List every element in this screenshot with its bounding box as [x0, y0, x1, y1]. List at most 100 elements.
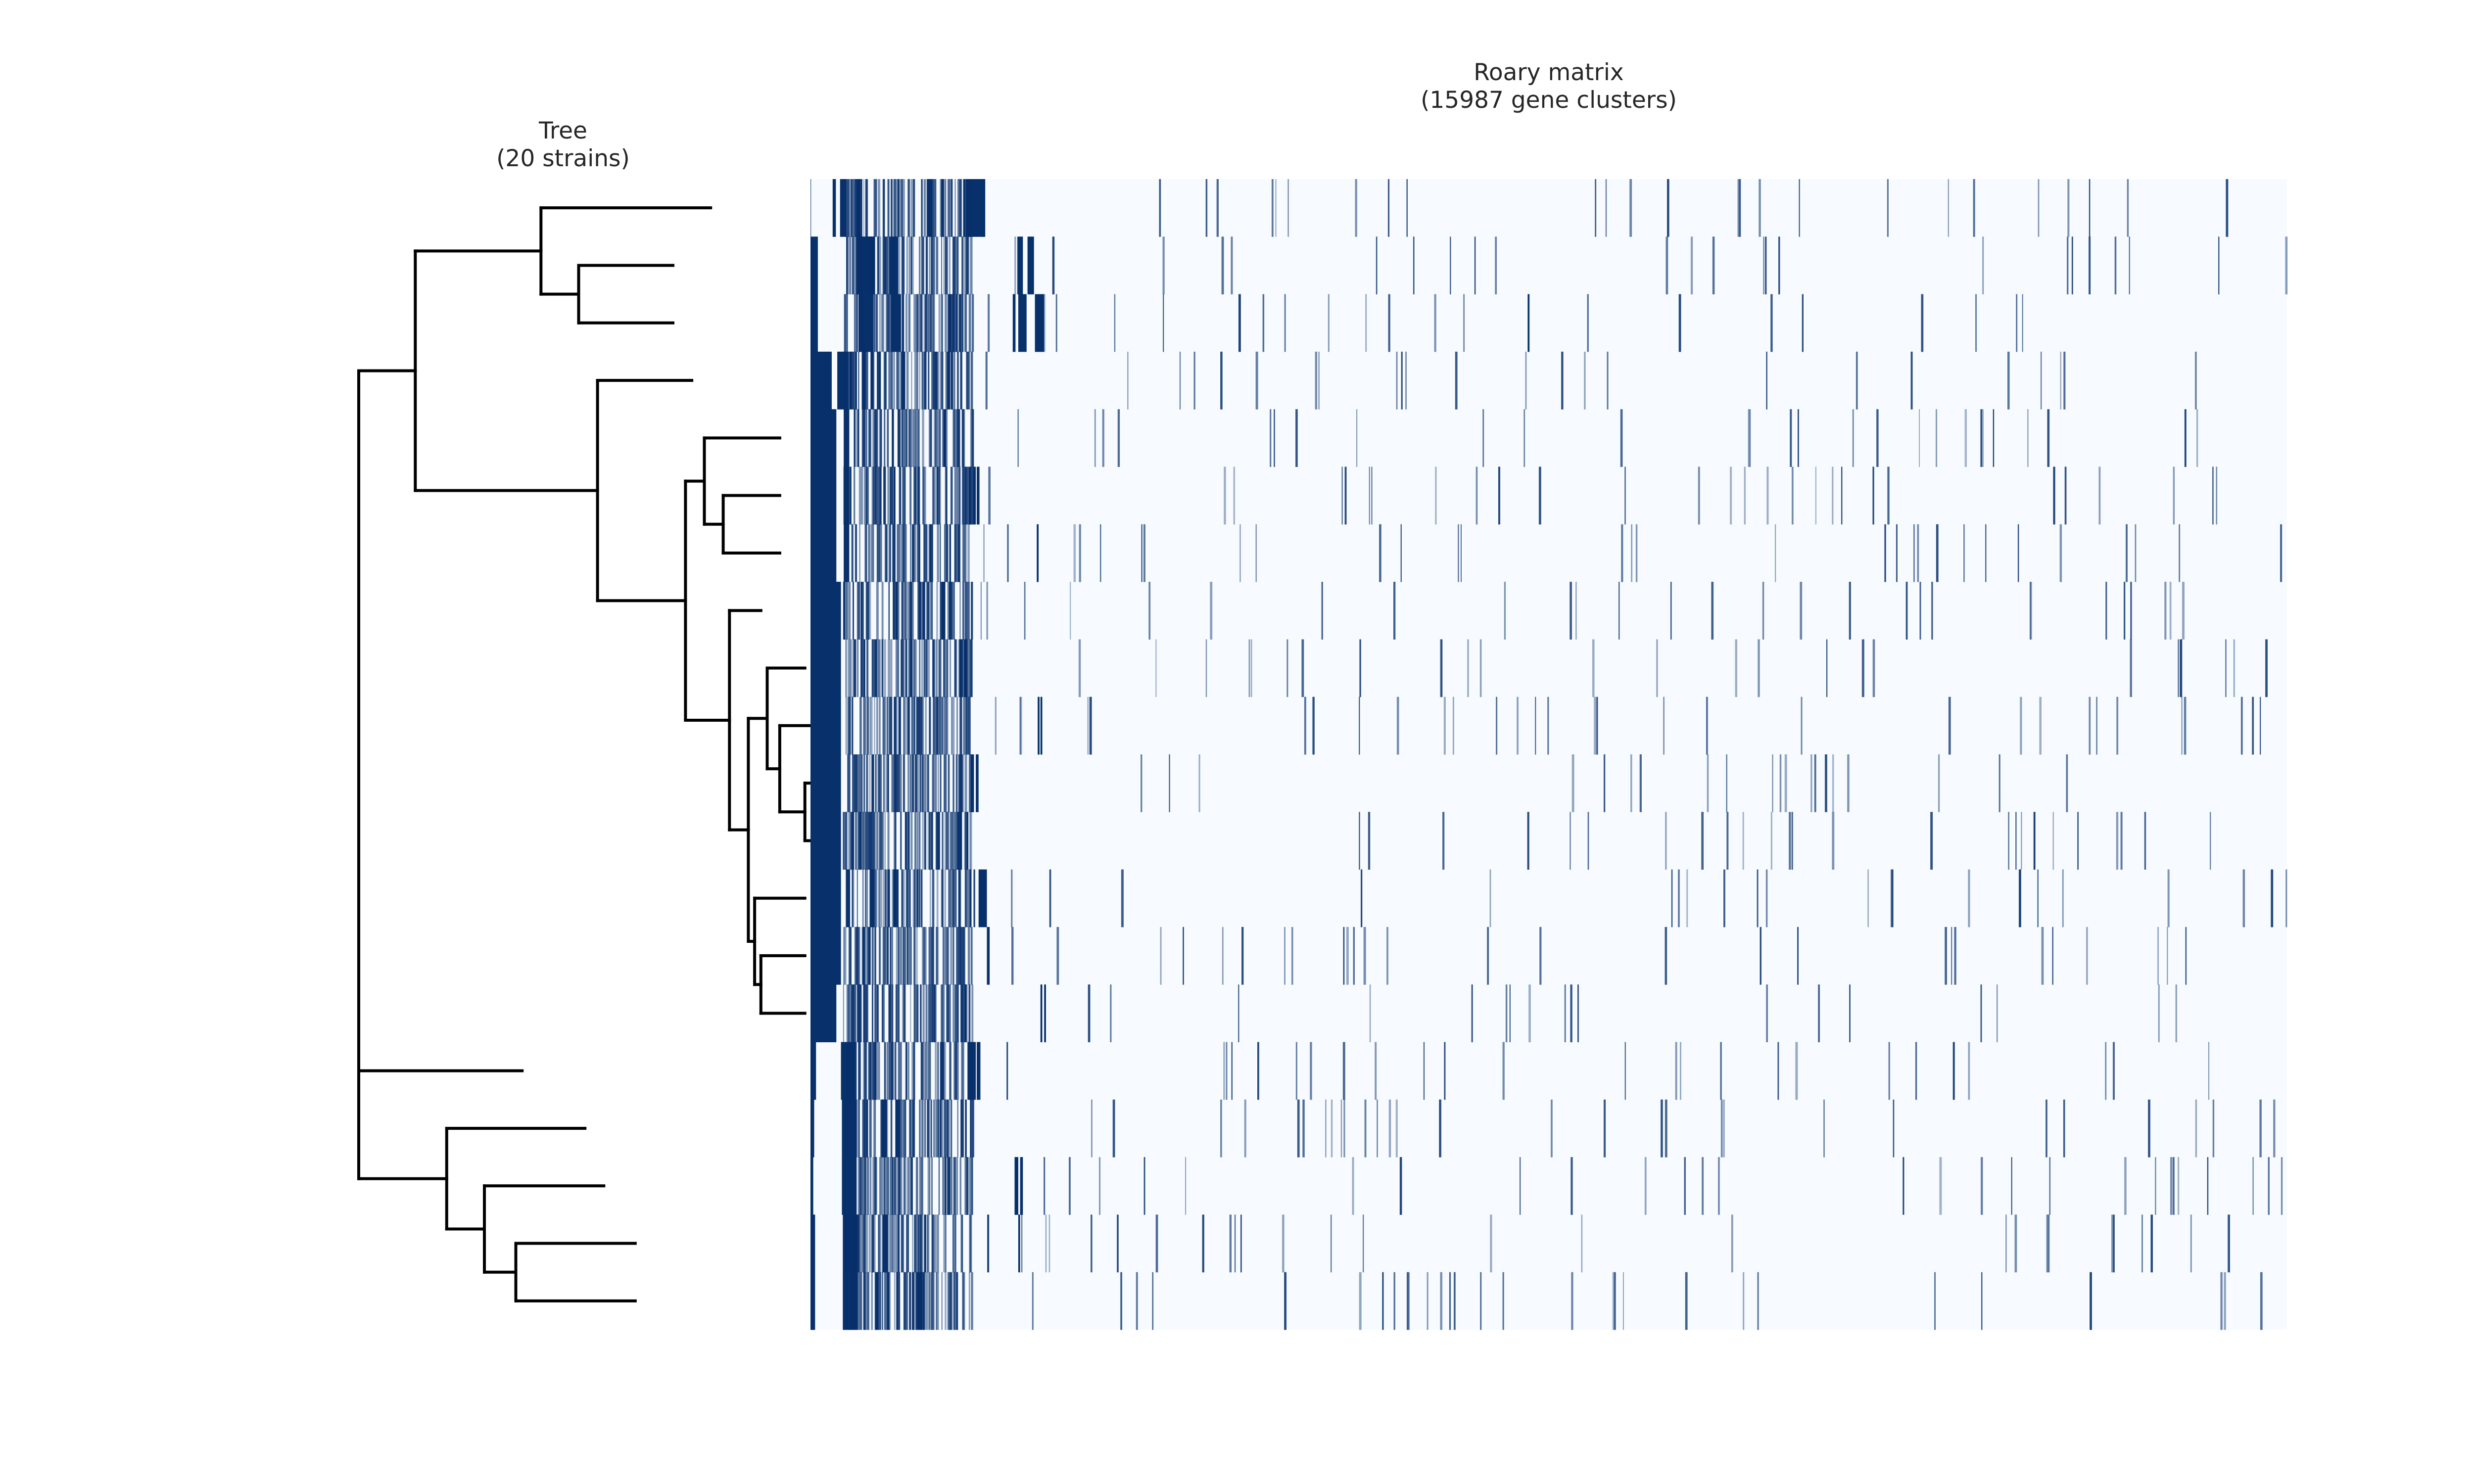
gene-presence-line [964, 179, 966, 237]
gene-presence-line [2047, 409, 2050, 467]
gene-presence-line [944, 1099, 946, 1158]
gene-presence-line [1359, 1272, 1362, 1330]
gene-presence-line [885, 524, 888, 582]
gene-presence-line [927, 754, 929, 812]
gene-presence-line [859, 294, 860, 352]
gene-presence-line [944, 927, 945, 985]
gene-presence-line [1910, 351, 1913, 410]
gene-presence-line [904, 696, 906, 755]
gene-presence-line [1371, 466, 1373, 525]
gene-presence-line [846, 582, 848, 640]
gene-presence-line [860, 582, 863, 640]
gene-presence-line [2021, 812, 2022, 870]
gene-presence-line [845, 1157, 847, 1215]
gene-presence-line [943, 812, 944, 870]
gene-presence-line [2167, 869, 2170, 928]
gene-presence-line [967, 179, 969, 237]
gene-presence-line [912, 1214, 913, 1273]
gene-presence-line [1685, 1272, 1688, 1330]
gene-presence-line [1670, 582, 1672, 640]
gene-presence-line [884, 812, 886, 870]
gene-presence-line [931, 409, 932, 467]
gene-presence-line [2228, 1214, 2230, 1273]
gene-presence-line [1919, 582, 1921, 640]
gene-presence-line [1474, 236, 1476, 295]
gene-presence-line [950, 1042, 952, 1100]
gene-presence-line [1284, 1272, 1287, 1330]
gene-presence-line [846, 1272, 848, 1330]
gene-presence-line [865, 351, 867, 410]
gene-presence-line [859, 179, 862, 237]
gene-presence-line [985, 351, 988, 410]
gene-presence-line [855, 1042, 857, 1100]
gene-presence-line [1352, 1157, 1354, 1215]
gene-presence-line [888, 812, 890, 870]
gene-presence-line [988, 294, 990, 352]
gene-presence-line [1936, 524, 1939, 582]
gene-presence-line [965, 639, 967, 697]
gene-presence-line [866, 524, 867, 582]
gene-presence-line [852, 1214, 853, 1273]
gene-presence-line [948, 869, 951, 928]
gene-presence-line [1094, 409, 1096, 467]
gene-presence-line [901, 869, 903, 928]
gene-presence-line [878, 984, 879, 1042]
gene-presence-line [1527, 294, 1530, 352]
gene-presence-line [970, 1099, 971, 1158]
gene-presence-line [1346, 927, 1349, 985]
gene-presence-line [1233, 466, 1235, 525]
gene-block [810, 1157, 813, 1215]
gene-presence-line [922, 409, 924, 467]
gene-presence-line [1369, 984, 1371, 1042]
gene-presence-line [1302, 1099, 1305, 1158]
gene-presence-line [2060, 351, 2062, 410]
gene-presence-line [954, 1157, 957, 1215]
gene-presence-line [1487, 927, 1489, 985]
gene-presence-line [1286, 639, 1288, 697]
gene-presence-line [888, 294, 890, 352]
gene-presence-line [2020, 696, 2022, 755]
gene-presence-line [876, 1272, 877, 1330]
gene-presence-line [902, 179, 904, 237]
gene-presence-line [1758, 639, 1760, 697]
gene-presence-line [946, 812, 948, 870]
gene-presence-line [860, 754, 862, 812]
gene-presence-line [2155, 1157, 2156, 1215]
gene-presence-line [901, 639, 903, 697]
gene-presence-line [898, 294, 901, 352]
gene-presence-line [1765, 236, 1767, 295]
gene-presence-line [1635, 524, 1638, 582]
gene-presence-line [903, 524, 905, 582]
gene-presence-line [846, 1214, 849, 1273]
gene-presence-line [877, 639, 880, 697]
gene-presence-line [1304, 696, 1306, 755]
gene-presence-line [921, 754, 924, 812]
gene-presence-line [922, 466, 925, 525]
gene-presence-line [933, 1272, 935, 1330]
gene-presence-line [948, 927, 950, 985]
gene-presence-line [858, 351, 859, 410]
gene-presence-line [946, 984, 949, 1042]
gene-presence-line [1044, 294, 1046, 352]
gene-presence-line [865, 582, 867, 640]
gene-presence-line [920, 1042, 923, 1100]
gene-presence-line [850, 236, 852, 295]
gene-presence-line [1480, 1272, 1482, 1330]
gene-presence-line [926, 582, 928, 640]
gene-presence-line [1593, 696, 1596, 755]
gene-presence-line [2066, 754, 2068, 812]
gene-presence-line [889, 466, 891, 525]
gene-presence-line [846, 466, 849, 525]
gene-presence-line [916, 1157, 918, 1215]
gene-presence-line [916, 984, 918, 1042]
gene-presence-line [942, 1042, 944, 1100]
gene-presence-line [888, 696, 891, 755]
gene-presence-line [869, 1099, 871, 1158]
gene-presence-line [1595, 696, 1597, 755]
gene-presence-line [863, 351, 866, 410]
gene-presence-line [1498, 466, 1500, 525]
gene-presence-line [856, 1272, 858, 1330]
gene-presence-line [859, 812, 862, 870]
gene-presence-line [879, 466, 881, 525]
gene-presence-line [1980, 984, 1982, 1042]
